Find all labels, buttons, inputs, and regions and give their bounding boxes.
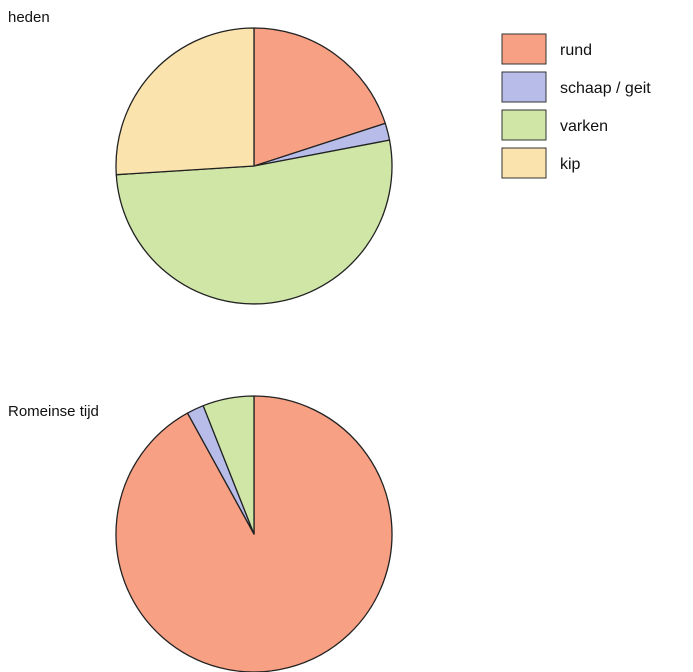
legend-label-rund: rund [560,42,592,59]
chart-title-heden: heden [8,9,50,26]
pie-slices-heden [116,28,392,304]
legend-label-varken: varken [560,118,608,135]
legend-label-schaap-geit: schaap / geit [560,80,651,97]
legend-swatch-schaap-geit [502,72,546,102]
legend-swatch-kip [502,148,546,178]
pie-chart-romeinse-tijd: Romeinse tijd [8,396,392,672]
legend-swatch-varken [502,110,546,140]
legend: rund schaap / geit varken kip [502,34,651,178]
legend-label-kip: kip [560,156,581,173]
pie-chart-heden: heden [8,9,392,304]
pie-slice-heden-kip [116,28,254,175]
pie-slices-romeinse-tijd [116,396,392,672]
legend-swatch-rund [502,34,546,64]
chart-title-romeinse-tijd: Romeinse tijd [8,403,99,420]
